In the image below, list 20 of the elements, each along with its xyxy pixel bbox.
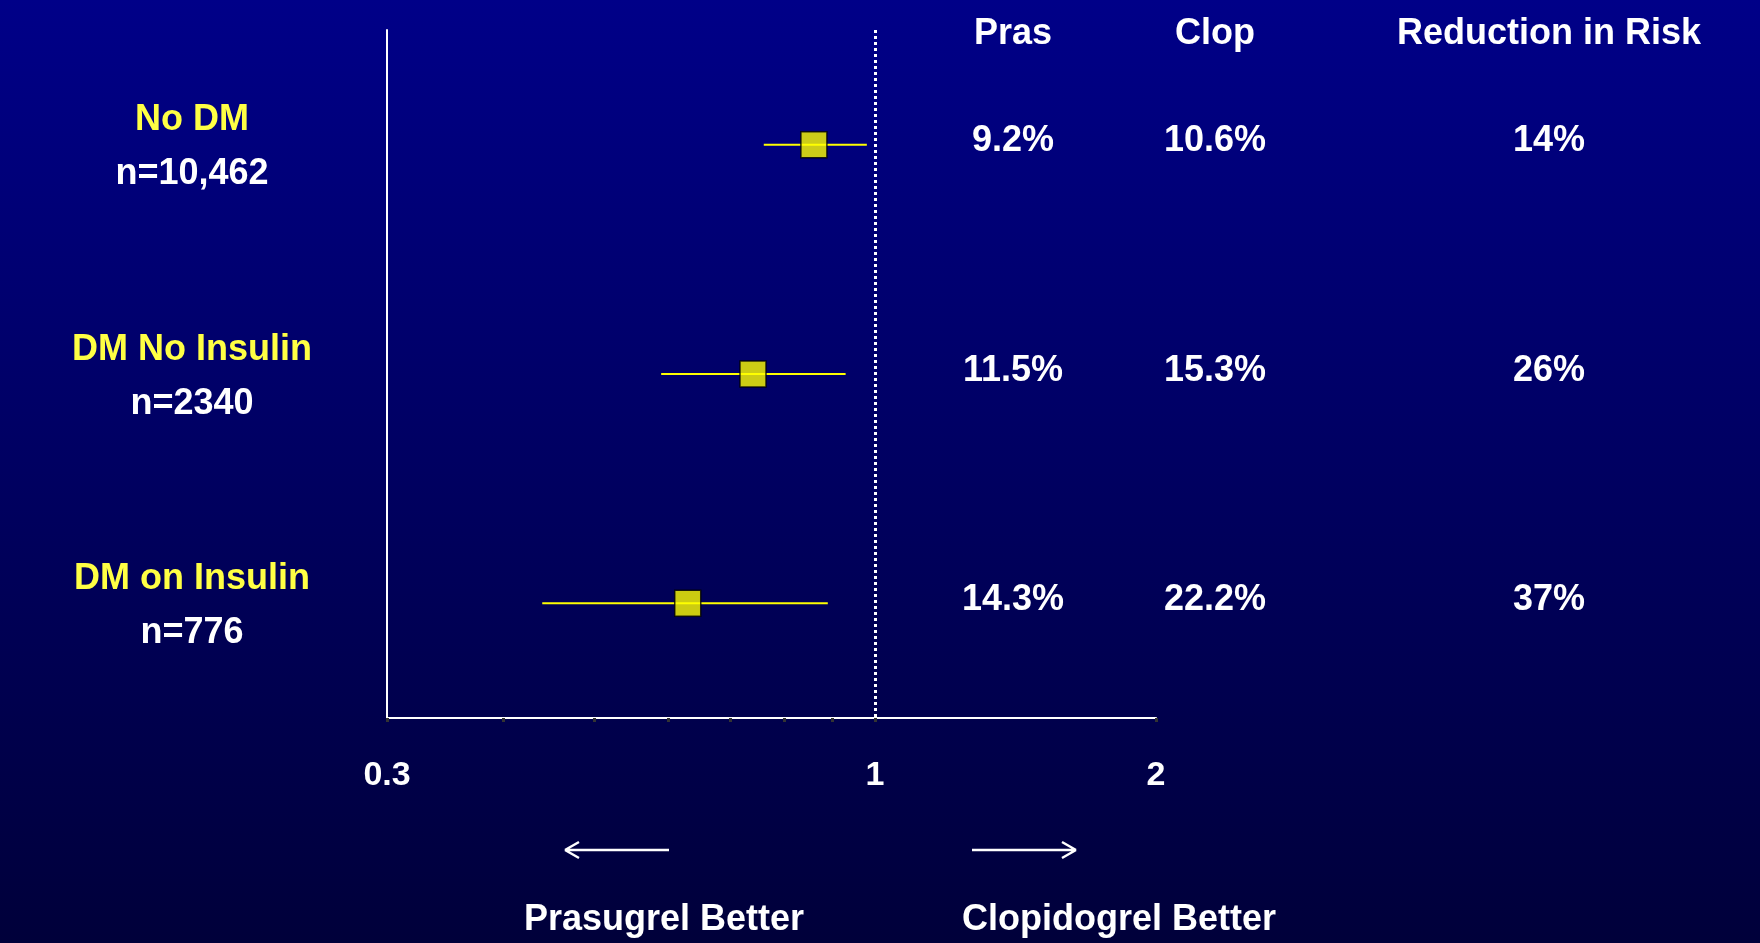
text: 10.6% — [1163, 118, 1267, 160]
x-tick-label: 0.3 — [363, 754, 411, 792]
text: 37% — [1512, 576, 1586, 618]
annotation: Pras — [973, 10, 1053, 52]
text: Clopidogrel Better — [961, 896, 1277, 938]
y-tick-label: DM on Insulin n=776 — [74, 555, 310, 651]
text: 15.3% — [1163, 347, 1267, 389]
text: 22.2% — [1163, 576, 1267, 618]
text: Prasugrel Better — [523, 896, 805, 938]
y-tick-label: DM No Insulin n=2340 — [72, 326, 312, 422]
annotation: 11.5% — [962, 347, 1064, 389]
text: 14% — [1512, 118, 1586, 160]
annotation: 9.2% — [971, 118, 1055, 160]
y-tick-label: No DM n=10,462 — [115, 97, 269, 193]
text: 26% — [1512, 347, 1586, 389]
x-tick-label: 2 — [1146, 754, 1166, 792]
annotation: 14.3% — [961, 576, 1065, 618]
x-tick-label: 1 — [865, 754, 885, 792]
text: Reduction in Risk — [1396, 10, 1702, 52]
text: Clop — [1175, 10, 1255, 52]
